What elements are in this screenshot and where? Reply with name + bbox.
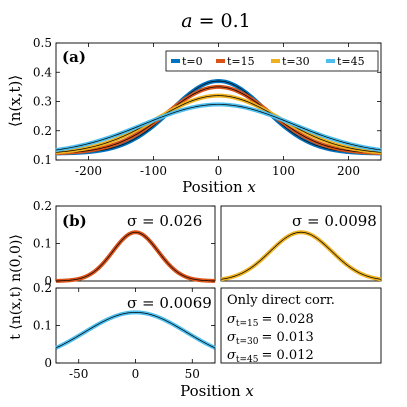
panel-b2-frame xyxy=(220,205,382,282)
xtick-label: 0 xyxy=(132,367,140,381)
ytick-label: 0 xyxy=(44,356,52,370)
panel-b1-sigma: σ = 0.026 xyxy=(127,212,202,230)
series-center-line-t=45 xyxy=(55,312,216,349)
panel-b1-curves xyxy=(55,230,216,283)
panel-b-label: (b) xyxy=(62,212,87,230)
xtick-label: 0 xyxy=(215,164,223,178)
xtick-label: -50 xyxy=(69,367,88,381)
series-center-line-t=30 xyxy=(55,95,382,153)
ytick-label: 0.1 xyxy=(33,237,52,251)
info-sigma-t15: σt=15 = 0.028 xyxy=(227,312,314,329)
xtick-label: -100 xyxy=(140,164,167,178)
info-sigma-t30: σt=30 = 0.013 xyxy=(227,330,314,347)
panel-a-xticks: -200 -100 0 100 200 xyxy=(75,43,360,178)
ytick-label: 0.1 xyxy=(33,319,52,333)
panel-b3: 0 0.1 0.2 -50 0 50 σ = 0.0069 Position x xyxy=(33,281,255,400)
xtick-label: 50 xyxy=(185,367,200,381)
ytick-label: 0.2 xyxy=(33,281,52,295)
panel-b3-curves xyxy=(55,310,216,350)
panel-b2-curves xyxy=(220,230,382,282)
ytick-label: 0.2 xyxy=(33,124,52,138)
panel-b3-sigma: σ = 0.0069 xyxy=(127,294,212,312)
series-line-t=15 xyxy=(55,230,216,283)
panel-a-xlabel: Position x xyxy=(182,178,256,196)
panel-b-xlabel: Position x xyxy=(180,382,254,400)
panel-b1: 0 0.1 0.2 (b) σ = 0.026 xyxy=(33,199,216,288)
legend-label-t=15: t=15 xyxy=(227,55,255,68)
ytick-label: 0 xyxy=(44,274,52,288)
series-line-t=30 xyxy=(220,230,382,282)
panel-a-label: (a) xyxy=(62,48,86,66)
xtick-label: 200 xyxy=(337,164,360,178)
panel-b-ylabel: t ⟨n(x,t) n(0,0)⟩ xyxy=(8,234,24,340)
legend-label-t=45: t=45 xyxy=(337,55,365,68)
series-line-t=45 xyxy=(55,310,216,350)
panel-a-curves xyxy=(55,79,382,156)
ytick-label: 0.1 xyxy=(33,153,52,167)
panel-b3-xticks: -50 0 50 xyxy=(69,288,200,381)
series-center-line-t=45 xyxy=(55,104,382,151)
info-box-title: Only direct corr. xyxy=(227,293,335,308)
panel-a: 0.1 0.2 0.3 0.4 0.5 -200 -100 0 100 200 (a) ⟨n(x… xyxy=(6,36,382,196)
xtick-label: 100 xyxy=(272,164,295,178)
panel-b1-yticks: 0 0.1 0.2 xyxy=(33,199,215,288)
legend-label-t=30: t=30 xyxy=(282,55,310,68)
legend-label-t=0: t=0 xyxy=(182,55,203,68)
panel-a-ylabel: ⟨n(x,t)⟩ xyxy=(6,75,24,127)
xtick-label: -200 xyxy=(75,164,102,178)
series-center-line-t=30 xyxy=(220,231,382,280)
info-box-frame xyxy=(220,287,382,364)
legend: t=0 t=15 t=30 t=45 xyxy=(165,50,379,72)
panel-a-yticks: 0.1 0.2 0.3 0.4 0.5 xyxy=(33,36,381,167)
ytick-label: 0.2 xyxy=(33,199,52,213)
panel-b3-yticks: 0 0.1 0.2 xyxy=(33,281,215,370)
info-sigma-t45: σt=45 = 0.012 xyxy=(227,348,314,365)
figure-title: a = 0.1 xyxy=(181,10,251,32)
series-center-line-t=15 xyxy=(55,86,382,154)
ytick-label: 0.4 xyxy=(33,65,52,79)
info-box: Only direct corr. σt=15 = 0.028 σt=30 = 0.… xyxy=(220,287,382,365)
series-center-line-t=15 xyxy=(55,231,216,282)
panel-b2: σ = 0.0098 xyxy=(220,205,382,282)
panel-b2-sigma: σ = 0.0098 xyxy=(292,212,377,230)
legend-entries: t=0 t=15 t=30 t=45 xyxy=(171,55,365,68)
ytick-label: 0.3 xyxy=(33,95,52,109)
series-center-line-t=0 xyxy=(55,80,382,154)
ytick-label: 0.5 xyxy=(33,36,52,50)
